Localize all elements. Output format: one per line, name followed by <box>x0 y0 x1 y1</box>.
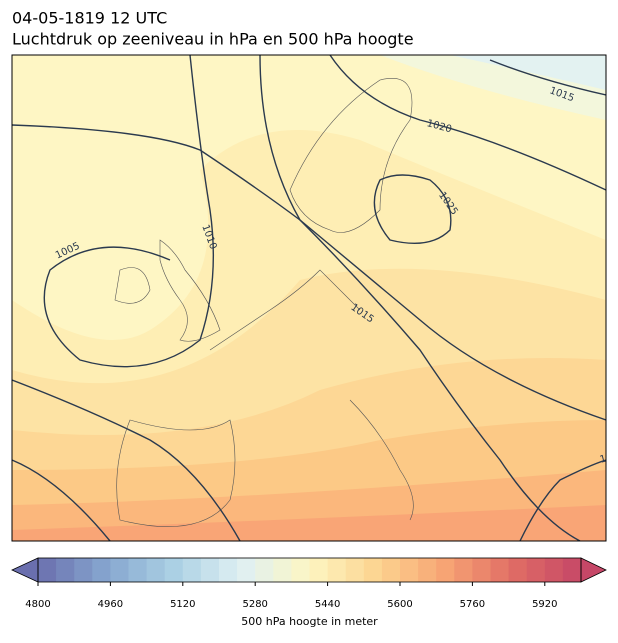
colorbar-segment <box>110 558 129 582</box>
coastline <box>209 269 361 351</box>
colorbar-segment <box>309 558 329 582</box>
colorbar-segment <box>472 558 491 582</box>
title: 04-05-1819 12 UTC <box>12 9 167 28</box>
colorbar-extend-high <box>580 557 607 583</box>
colorbar-segment <box>38 558 57 582</box>
colorbar-segment <box>418 558 437 582</box>
colorbar-segment <box>345 558 365 582</box>
colorbar-segment <box>182 558 202 582</box>
isobar <box>12 459 111 541</box>
colorbar-segment <box>74 558 93 582</box>
isobar <box>519 459 606 541</box>
colorbar-label: 500 hPa hoogte in meter <box>241 615 378 628</box>
subtitle: Luchtdruk op zeeniveau in hPa en 500 hPa… <box>12 30 414 49</box>
colorbar-segment <box>291 558 310 582</box>
isobar <box>373 174 452 245</box>
colorbar-segment <box>273 558 292 582</box>
isobar <box>489 59 606 96</box>
coastline <box>159 239 221 342</box>
isobar-label: 100 <box>599 450 618 466</box>
colorbar-segment <box>400 558 419 582</box>
colorbar-frame <box>37 557 582 583</box>
colorbar-segment <box>56 558 75 582</box>
colorbar-segment <box>562 558 582 582</box>
isobar <box>43 55 215 368</box>
colorbar-segment <box>255 558 274 582</box>
coastline <box>116 419 236 527</box>
tick-label: 5280 <box>242 599 267 610</box>
colorbar-segment <box>526 558 546 582</box>
isobar <box>259 55 581 541</box>
coastline <box>289 78 413 233</box>
map: 1005 1010 1015 1015 1020 1025 100 <box>12 55 618 541</box>
tick-label: 4960 <box>98 599 123 610</box>
coastline <box>349 399 414 521</box>
isobar <box>12 379 241 541</box>
colorbar-segment <box>508 558 528 582</box>
tick-label: 4800 <box>25 599 50 610</box>
colorbar-segment <box>219 558 238 582</box>
colorbar-segment <box>436 558 455 582</box>
colorbar-segment <box>200 558 220 582</box>
isobar <box>329 55 606 191</box>
tick-label: 5120 <box>170 599 195 610</box>
coastline <box>114 267 151 304</box>
colorbar-segment <box>128 558 148 582</box>
colorbar-segment <box>146 558 166 582</box>
colorbar-extend-low <box>11 557 39 583</box>
colorbar-segment <box>164 558 184 582</box>
tick-label: 5600 <box>387 599 412 610</box>
tick-label: 5760 <box>460 599 485 610</box>
map-frame <box>11 54 607 542</box>
colorbar-segment <box>381 558 401 582</box>
colorbar-segment <box>237 558 256 582</box>
colorbar-segment <box>363 558 383 582</box>
colorbar-segment <box>327 558 347 582</box>
tick-label: 5920 <box>532 599 557 610</box>
colorbar-segment <box>92 558 111 582</box>
colorbar-segment <box>454 558 473 582</box>
colorbar-segment <box>544 558 564 582</box>
tick-label: 5440 <box>315 599 340 610</box>
colorbar: 4800 4960 5120 5280 5440 5600 5760 5920 500 hPa … <box>11 557 607 628</box>
colorbar-segment <box>490 558 510 582</box>
